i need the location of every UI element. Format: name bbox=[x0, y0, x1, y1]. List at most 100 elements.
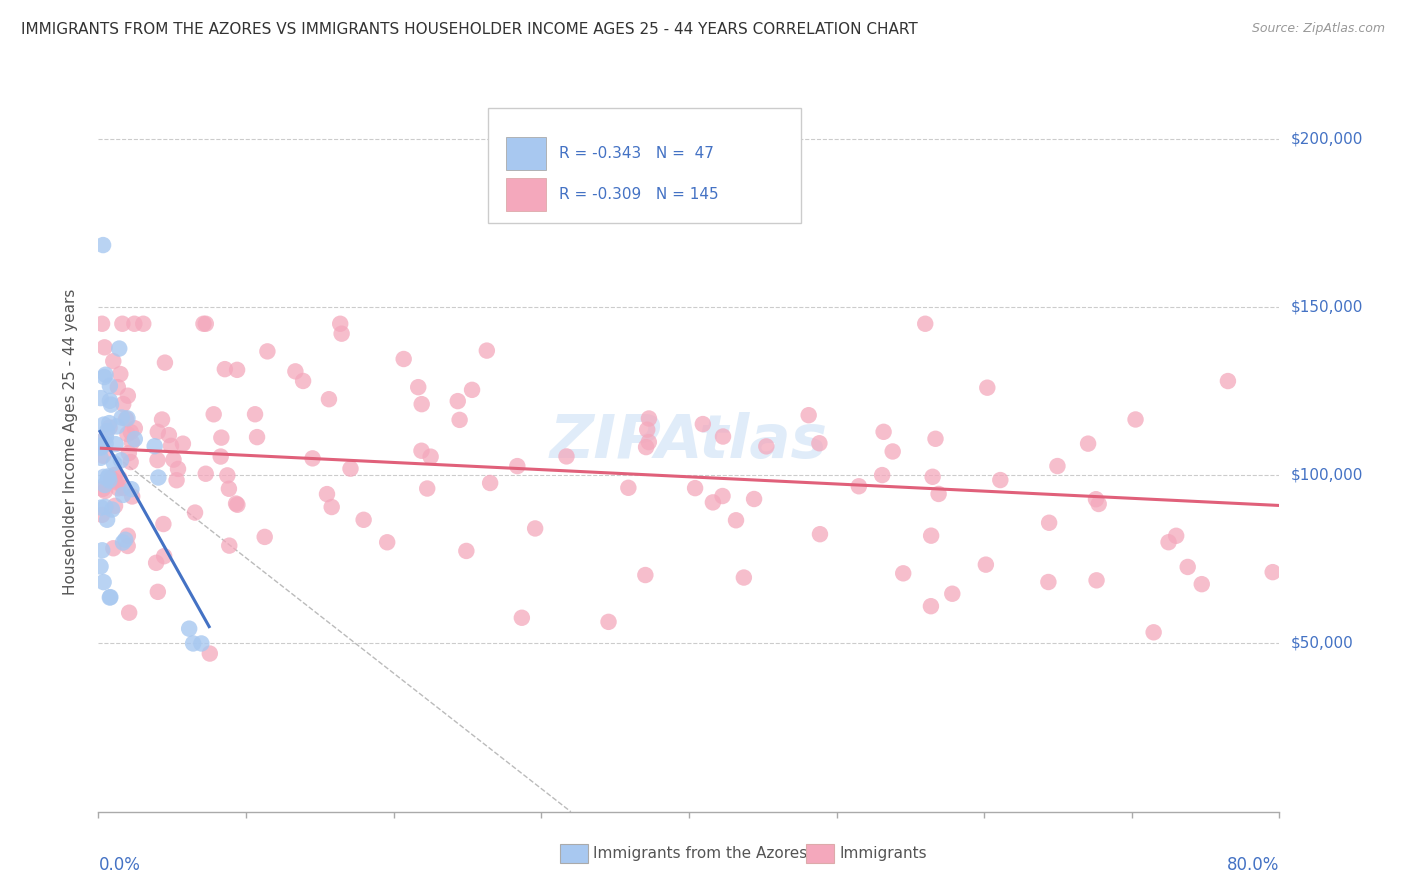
FancyBboxPatch shape bbox=[506, 178, 546, 211]
Point bbox=[118, 446, 141, 460]
Point bbox=[1087, 497, 1109, 511]
Point bbox=[90, 450, 112, 465]
Point bbox=[1143, 625, 1166, 640]
Point bbox=[98, 420, 121, 434]
Point bbox=[636, 423, 658, 437]
Point bbox=[93, 478, 115, 492]
Point bbox=[209, 431, 232, 445]
Point bbox=[120, 425, 142, 440]
Point bbox=[91, 317, 114, 331]
Point bbox=[194, 317, 217, 331]
Point bbox=[941, 587, 963, 601]
Point bbox=[150, 412, 173, 426]
Text: $150,000: $150,000 bbox=[1291, 300, 1362, 314]
Point bbox=[742, 491, 765, 506]
Point bbox=[634, 568, 657, 582]
Point bbox=[90, 438, 112, 452]
Point bbox=[100, 471, 122, 485]
Text: IMMIGRANTS FROM THE AZORES VS IMMIGRANTS HOUSEHOLDER INCOME AGES 25 - 44 YEARS C: IMMIGRANTS FROM THE AZORES VS IMMIGRANTS… bbox=[21, 22, 918, 37]
Point bbox=[90, 434, 112, 449]
Point bbox=[184, 506, 207, 520]
Point bbox=[181, 636, 204, 650]
Point bbox=[225, 497, 247, 511]
Point bbox=[1157, 535, 1180, 549]
Text: Source: ZipAtlas.com: Source: ZipAtlas.com bbox=[1251, 22, 1385, 36]
Point bbox=[416, 482, 439, 496]
Point bbox=[94, 437, 117, 451]
Point bbox=[617, 481, 640, 495]
Point bbox=[167, 462, 190, 476]
Point bbox=[146, 425, 169, 439]
Point bbox=[179, 622, 201, 636]
Point bbox=[90, 391, 112, 405]
Point bbox=[253, 530, 276, 544]
Point bbox=[921, 470, 943, 484]
Point bbox=[353, 513, 375, 527]
Point bbox=[226, 498, 249, 512]
Point bbox=[114, 533, 136, 547]
Point bbox=[637, 435, 659, 450]
Point bbox=[93, 470, 115, 484]
Point bbox=[243, 407, 266, 421]
Point bbox=[510, 611, 533, 625]
Point bbox=[153, 356, 176, 370]
Point bbox=[110, 453, 132, 467]
Point bbox=[1084, 492, 1107, 507]
Point bbox=[375, 535, 398, 549]
Point bbox=[920, 529, 942, 543]
Point bbox=[160, 439, 183, 453]
Point bbox=[146, 453, 169, 467]
Point bbox=[145, 556, 167, 570]
Point bbox=[97, 469, 120, 483]
Point bbox=[104, 437, 127, 451]
Point bbox=[321, 500, 343, 514]
Point bbox=[90, 559, 112, 574]
Point bbox=[1038, 574, 1060, 589]
Point bbox=[256, 344, 278, 359]
Point bbox=[411, 443, 433, 458]
Point bbox=[870, 468, 893, 483]
Point bbox=[198, 647, 221, 661]
Point bbox=[103, 541, 125, 556]
Point bbox=[218, 482, 240, 496]
Point bbox=[683, 481, 706, 495]
Point bbox=[98, 416, 121, 430]
Point bbox=[1077, 436, 1099, 450]
Point bbox=[93, 370, 115, 384]
Point bbox=[636, 440, 658, 454]
Point bbox=[146, 585, 169, 599]
Point bbox=[456, 544, 478, 558]
Point bbox=[882, 444, 904, 458]
Point bbox=[94, 430, 117, 444]
Point bbox=[461, 383, 484, 397]
Point bbox=[90, 441, 112, 455]
Text: $50,000: $50,000 bbox=[1291, 636, 1354, 651]
Point bbox=[246, 430, 269, 444]
Point bbox=[711, 429, 734, 443]
Point bbox=[214, 362, 236, 376]
Point bbox=[111, 317, 134, 331]
Point bbox=[110, 367, 132, 381]
Point bbox=[143, 439, 166, 453]
Point bbox=[96, 424, 118, 438]
Point bbox=[121, 435, 143, 450]
Point bbox=[94, 483, 117, 498]
Point bbox=[132, 317, 155, 331]
Point bbox=[190, 636, 212, 650]
Point bbox=[419, 450, 441, 464]
Point bbox=[1166, 529, 1188, 543]
Point bbox=[1177, 560, 1199, 574]
Point bbox=[94, 368, 117, 382]
Point bbox=[555, 450, 578, 464]
Point bbox=[148, 470, 170, 484]
Point bbox=[96, 513, 118, 527]
Point bbox=[329, 317, 352, 331]
Point bbox=[107, 380, 129, 394]
Point bbox=[808, 436, 831, 450]
Point bbox=[97, 471, 120, 485]
Point bbox=[112, 488, 135, 502]
Point bbox=[974, 558, 997, 572]
Point bbox=[449, 413, 471, 427]
Point bbox=[162, 452, 184, 467]
Point bbox=[330, 326, 353, 341]
